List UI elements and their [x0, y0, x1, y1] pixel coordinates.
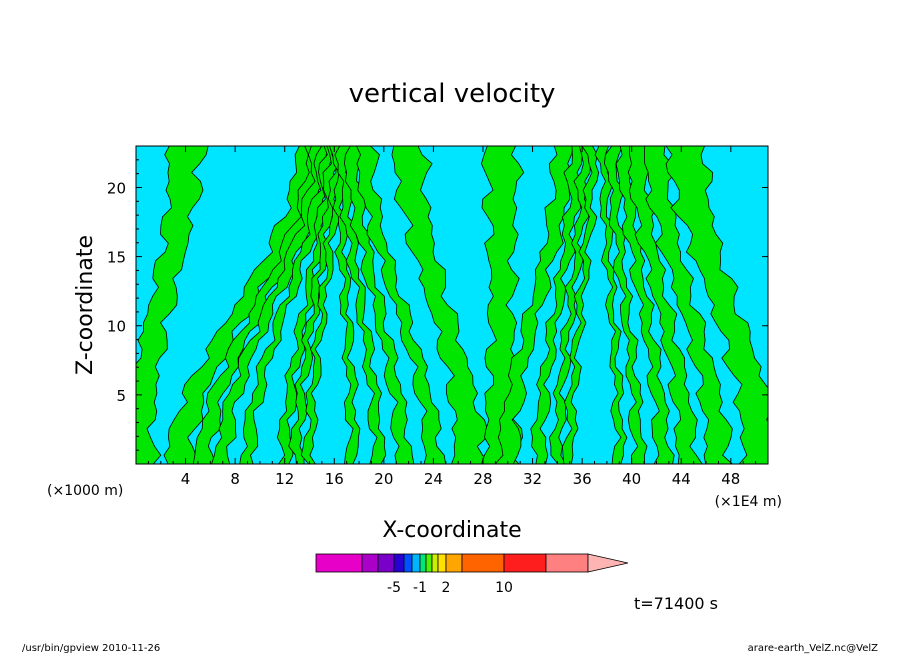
colorbar-segment: [403, 553, 413, 573]
velocity-band: [343, 146, 415, 464]
velocity-band: [548, 146, 593, 464]
x-tick-label: 44: [672, 470, 691, 488]
colorbar-label: -1: [413, 580, 427, 596]
x-ticks: 4 8 12 16 20 24 28 32 36 40 44 48: [147, 146, 757, 488]
colorbar-segment: [419, 553, 427, 573]
x-unit-left: (×1000 m): [47, 483, 123, 499]
velocity-band: [288, 146, 340, 464]
x-tick-label: 12: [275, 470, 294, 488]
y-tick-label: 10: [107, 318, 126, 336]
colorbar-segment: [315, 553, 363, 573]
y-tick-label: 20: [107, 179, 126, 197]
colorbar-label: 10: [495, 580, 513, 596]
colorbar-segment: [445, 553, 463, 573]
x-tick-label: 16: [325, 470, 344, 488]
colorbar-labels: -5 -1 2 10: [387, 580, 513, 596]
velocity-band: [328, 146, 361, 464]
velocity-band: [300, 146, 345, 464]
time-annotation: t=71400 s: [634, 594, 718, 613]
colorbar-segment: [361, 553, 379, 573]
velocity-band: [627, 146, 703, 464]
colorbar-segment: [393, 553, 405, 573]
colorbar-segment: [461, 553, 505, 573]
velocity-band: [136, 146, 209, 464]
y-tick-label: 5: [116, 387, 126, 405]
plot-frame: [135, 145, 769, 465]
y-tick-label: 15: [107, 249, 126, 267]
colorbar: [315, 553, 629, 573]
velocity-band: [334, 146, 387, 464]
y-axis-label: Z-coordinate: [73, 235, 98, 375]
colorbar-segment: [411, 553, 421, 573]
velocity-band: [643, 146, 733, 464]
footer-left: /usr/bin/gpview 2010-11-26: [22, 643, 160, 654]
colorbar-segment: [425, 553, 433, 573]
x-tick-label: 24: [424, 470, 443, 488]
colorbar-segment: [437, 553, 447, 573]
velocity-bands: [136, 146, 768, 464]
velocity-band: [163, 146, 329, 464]
colorbar-arrow: [587, 553, 629, 573]
velocity-band: [494, 146, 574, 464]
x-tick-label: 4: [181, 470, 191, 488]
x-tick-label: 40: [622, 470, 641, 488]
colorbar-segment: [377, 553, 395, 573]
x-tick-label: 20: [374, 470, 393, 488]
velocity-band: [665, 146, 768, 464]
footer-right: arare-earth_VelZ.nc@VelZ: [748, 643, 879, 654]
x-unit-right: (×1E4 m): [715, 494, 782, 510]
colorbar-label: -5: [387, 580, 401, 596]
x-tick-label: 28: [473, 470, 492, 488]
velocity-band: [603, 146, 648, 464]
velocity-band: [562, 146, 600, 464]
velocity-band: [615, 146, 675, 464]
colorbar-segment: [431, 553, 439, 573]
velocity-band: [594, 146, 628, 464]
x-tick-label: 48: [721, 470, 740, 488]
y-ticks: 5 10 15 20: [107, 159, 768, 451]
chart-title: vertical velocity: [349, 79, 556, 109]
x-axis-label: X-coordinate: [382, 518, 521, 543]
colorbar-segment: [545, 553, 589, 573]
velocity-band: [356, 146, 447, 464]
x-tick-label: 32: [523, 470, 542, 488]
velocity-band: [276, 146, 336, 464]
colorbar-label: 2: [442, 580, 451, 596]
x-tick-label: 36: [573, 470, 592, 488]
velocity-band: [211, 146, 330, 464]
velocity-band: [391, 146, 492, 464]
colorbar-segment: [503, 553, 547, 573]
velocity-band: [239, 146, 333, 464]
velocity-band: [530, 146, 587, 464]
x-tick-label: 8: [230, 470, 240, 488]
